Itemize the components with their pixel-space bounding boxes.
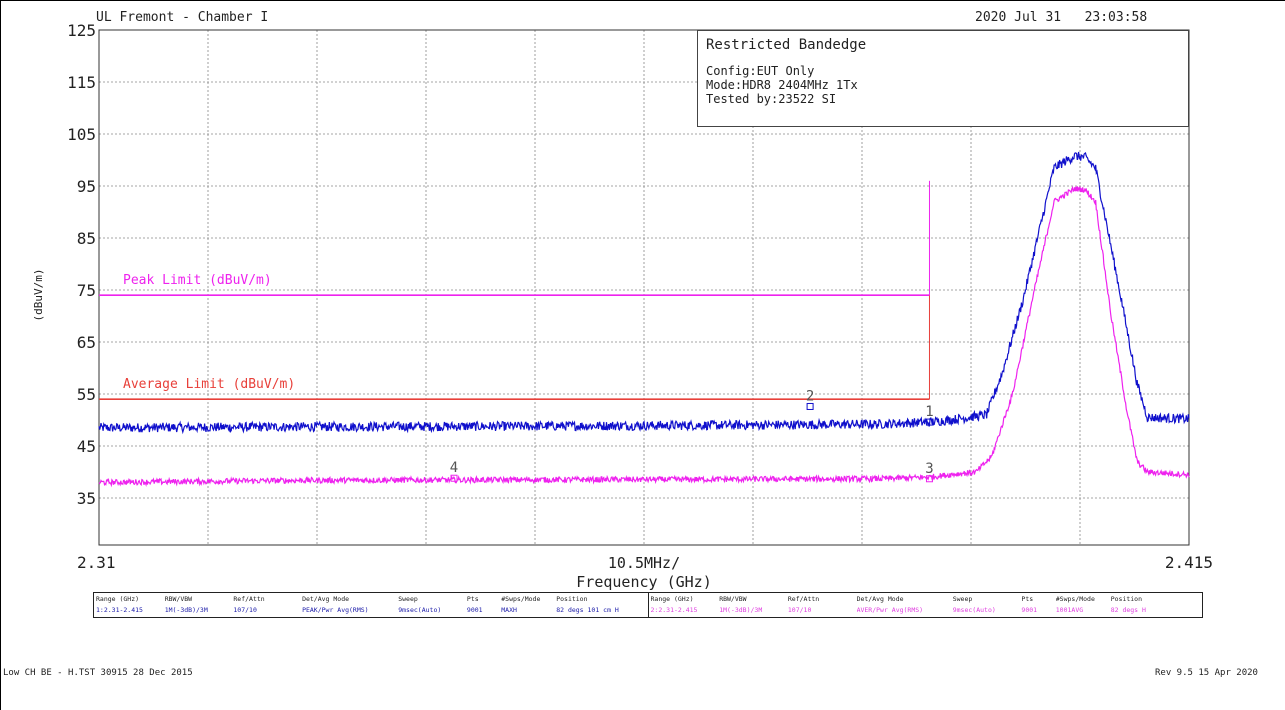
settings-col: RBW/VBW 1M(-3dB)/3M: [164, 595, 208, 614]
y-tick-label: 65: [77, 333, 96, 352]
settings-col: Pts 9001: [1021, 595, 1038, 614]
settings-col: Ref/Attn 107/10: [787, 595, 820, 614]
y-tick-label: 85: [77, 229, 96, 248]
x-span-label: 10.5MHz/: [608, 554, 680, 572]
footer-test-file: Low CH BE - H.TST 30915 28 Dec 2015: [3, 668, 193, 678]
settings-col: Det/Avg Mode PEAK/Pwr Avg(RMS): [302, 595, 369, 614]
chamber-title: UL Fremont - Chamber I: [96, 10, 269, 25]
marker-3-symbol: [925, 475, 933, 483]
settings-col: Ref/Attn 107/10: [233, 595, 265, 614]
settings-col: #Swps/Mode MAXH: [501, 595, 541, 614]
y-tick-label: 35: [77, 489, 96, 508]
test-info-box: Restricted Bandedge Config:EUT Only Mode…: [697, 30, 1189, 127]
settings-col: Sweep 9msec(Auto): [952, 595, 996, 614]
settings-col: Range (GHz) 2:2.31-2.415: [650, 595, 698, 614]
y-tick-label: 55: [77, 385, 96, 404]
x-axis-label: Frequency (GHz): [576, 573, 711, 591]
y-tick-label: 95: [77, 177, 96, 196]
plot-border: [98, 29, 1190, 546]
y-tick-label: 45: [77, 437, 96, 456]
marker-3-label: 3: [925, 461, 933, 477]
y-tick-label: 115: [67, 73, 96, 92]
settings-col: Position 82 degs H: [1110, 595, 1146, 614]
peak-trace: [98, 151, 1190, 435]
average-limit-label: Average Limit (dBuV/m): [123, 377, 295, 392]
settings-group-trace2: Range (GHz) 2:2.31-2.415 RBW/VBW 1M(-3dB)/…: [647, 593, 1203, 617]
marker-2-symbol: [806, 402, 814, 410]
peak-limit-label: Peak Limit (dBuV/m): [123, 273, 272, 288]
info-mode: Mode:HDR8 2404MHz 1Tx: [706, 78, 858, 92]
y-tick-label: 105: [67, 125, 96, 144]
timestamp: 2020 Jul 31 23:03:58: [975, 10, 1148, 25]
marker-4-label: 4: [450, 460, 458, 476]
y-tick-label: 125: [67, 21, 96, 40]
marker-2-label: 2: [806, 388, 814, 404]
info-tester: Tested by:23522 SI: [706, 92, 837, 106]
y-axis-label: (dBuV/m): [32, 269, 45, 322]
settings-col: Sweep 9msec(Auto): [398, 595, 442, 614]
settings-col: Position 82 degs 101 cm H: [556, 595, 619, 614]
settings-col: #Swps/Mode 1001AVG: [1055, 595, 1095, 614]
marker-4-symbol: [450, 474, 458, 482]
info-title: Restricted Bandedge: [706, 37, 867, 53]
settings-col: Pts 9001: [466, 595, 483, 614]
y-tick-label: 75: [77, 281, 96, 300]
analyzer-settings-table: Range (GHz) 1:2.31-2.415 RBW/VBW 1M(-3dB)/…: [93, 592, 1203, 618]
info-config: Config:EUT Only: [706, 64, 815, 78]
average-trace: [98, 185, 1190, 488]
settings-col: Det/Avg Mode AVER/Pwr Avg(RMS): [856, 595, 924, 614]
settings-col: RBW/VBW 1M(-3dB)/3M: [719, 595, 763, 614]
marker-1-symbol: [925, 418, 933, 426]
footer-revision: Rev 9.5 15 Apr 2020: [1155, 668, 1258, 678]
settings-group-trace1: Range (GHz) 1:2.31-2.415 RBW/VBW 1M(-3dB)/…: [94, 593, 648, 617]
x-start-label: 2.31: [77, 553, 116, 572]
x-end-label: 2.415: [1165, 553, 1213, 572]
marker-1-label: 1: [925, 404, 933, 420]
settings-col: Range (GHz) 1:2.31-2.415: [96, 595, 143, 614]
